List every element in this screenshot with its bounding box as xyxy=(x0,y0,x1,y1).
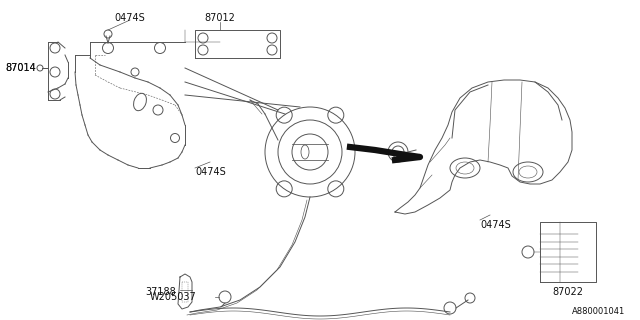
Text: 0474S: 0474S xyxy=(480,220,511,230)
Text: 87014: 87014 xyxy=(5,63,36,73)
Text: A880001041: A880001041 xyxy=(572,308,625,316)
Text: 87014: 87014 xyxy=(5,63,36,73)
Text: 37188: 37188 xyxy=(145,287,176,297)
Text: 0474S: 0474S xyxy=(115,13,145,23)
Text: 87012: 87012 xyxy=(205,13,236,23)
Text: 0474S: 0474S xyxy=(195,167,226,177)
Text: W205037: W205037 xyxy=(150,292,196,302)
Text: 87022: 87022 xyxy=(552,287,584,297)
